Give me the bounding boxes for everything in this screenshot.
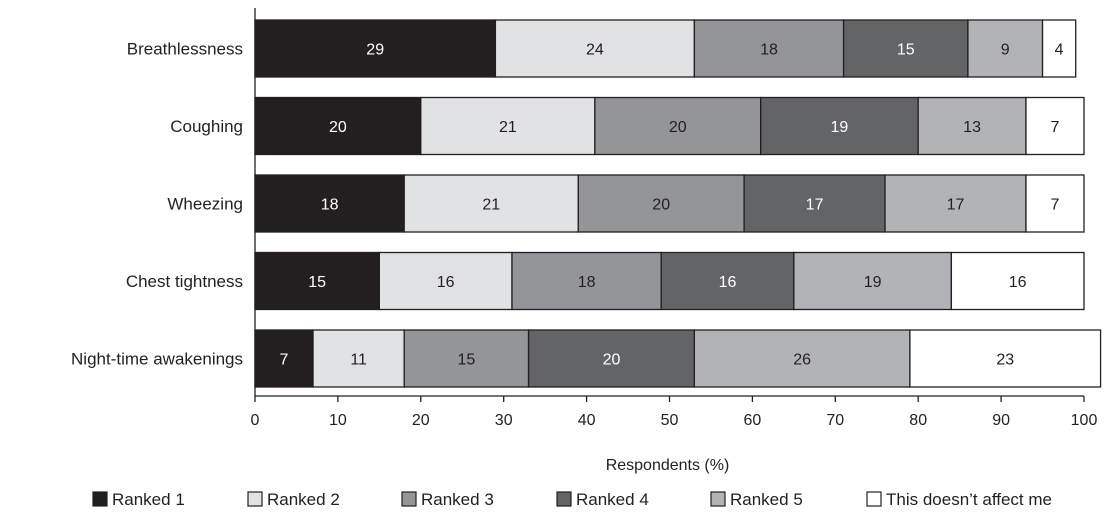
legend-swatch <box>866 491 882 507</box>
bar-segment <box>527 329 696 388</box>
data-label: 15 <box>457 352 475 369</box>
x-tick-label: 90 <box>992 412 1010 429</box>
bar-segment <box>254 19 497 78</box>
data-label: 13 <box>963 119 981 136</box>
category-label: Chest tightness <box>126 272 243 291</box>
legend-label: This doesn’t affect me <box>886 490 1052 509</box>
x-tick-label: 80 <box>909 412 927 429</box>
bar-segment <box>494 19 696 78</box>
bar-segment <box>967 19 1044 78</box>
bar-segment <box>254 329 314 388</box>
data-label: 21 <box>499 119 517 136</box>
data-label: 20 <box>652 197 670 214</box>
data-label: 24 <box>586 42 604 59</box>
bar-segment <box>793 251 953 311</box>
data-label: 15 <box>308 274 326 291</box>
bar-segment <box>594 96 762 156</box>
data-label: 4 <box>1055 42 1064 59</box>
legend-label: Ranked 4 <box>576 490 649 509</box>
bar-segment <box>254 251 380 311</box>
category-label: Breathlessness <box>127 40 243 59</box>
x-tick-label: 10 <box>329 412 347 429</box>
data-label: 9 <box>1001 42 1010 59</box>
data-label: 17 <box>947 197 965 214</box>
bar-segment <box>403 329 530 388</box>
data-label: 16 <box>719 274 737 291</box>
data-label: 7 <box>1051 197 1060 214</box>
bar-segment <box>760 96 919 156</box>
data-label: 7 <box>1051 119 1060 136</box>
data-label: 16 <box>1009 274 1027 291</box>
x-tick-label: 30 <box>495 412 513 429</box>
bar-segment <box>743 174 886 233</box>
legend: Ranked 1 Ranked 2 Ranked 3 Ranked 4 Ranked 5… <box>92 490 1052 509</box>
bar-segment <box>403 174 579 233</box>
x-axis-title: Respondents (%) <box>606 457 730 474</box>
data-label: 23 <box>996 352 1014 369</box>
legend-swatch <box>92 491 108 507</box>
bar-segment <box>511 251 662 311</box>
category-label: Wheezing <box>167 195 243 214</box>
bar-segment <box>693 19 845 78</box>
legend-swatch <box>247 491 263 507</box>
legend-label: Ranked 3 <box>421 490 494 509</box>
category-label: Coughing <box>170 117 243 136</box>
category-label: Night-time awakenings <box>71 350 243 369</box>
bar-segment <box>884 174 1027 233</box>
bars-group: 29 24 18 15 9 4 20 21 20 19 13 7 18 21 20 17 17 7 15 16 18 16… <box>254 19 1102 388</box>
bar-segment <box>254 174 405 233</box>
x-tick-label: 0 <box>251 412 260 429</box>
data-label: 16 <box>437 274 455 291</box>
bar-segment <box>420 96 596 156</box>
bar-segment <box>693 329 911 388</box>
data-label: 20 <box>329 119 347 136</box>
category-labels: Breathlessness Coughing Wheezing Chest tigh… <box>71 40 243 369</box>
data-label: 7 <box>280 352 289 369</box>
x-tick-label: 70 <box>826 412 844 429</box>
x-tick-label: 60 <box>744 412 762 429</box>
data-label: 20 <box>603 352 621 369</box>
legend-swatch <box>556 491 572 507</box>
data-label: 11 <box>350 352 367 369</box>
bar-segment <box>660 251 795 311</box>
legend-label: Ranked 1 <box>112 490 185 509</box>
x-axis: 0 10 20 30 40 50 60 70 80 90 100 <box>251 8 1098 429</box>
data-label: 19 <box>864 274 882 291</box>
data-label: 21 <box>482 197 500 214</box>
bar-segment <box>1025 174 1085 233</box>
data-label: 18 <box>578 274 596 291</box>
bar-segment <box>378 251 513 311</box>
data-label: 17 <box>806 197 824 214</box>
x-tick-label: 50 <box>661 412 679 429</box>
x-tick-label: 100 <box>1071 412 1098 429</box>
data-label: 15 <box>897 42 915 59</box>
bar-segment <box>950 251 1085 311</box>
legend-swatch <box>401 491 417 507</box>
data-label: 18 <box>760 42 778 59</box>
x-tick-label: 40 <box>578 412 596 429</box>
legend-swatch <box>710 491 726 507</box>
data-label: 29 <box>366 42 384 59</box>
legend-label: Ranked 5 <box>730 490 803 509</box>
legend-label: Ranked 2 <box>267 490 340 509</box>
data-label: 19 <box>831 119 849 136</box>
bar-segment <box>1025 96 1085 156</box>
data-label: 18 <box>321 197 339 214</box>
bar-segment <box>909 329 1102 388</box>
x-tick-label: 20 <box>412 412 430 429</box>
bar-segment <box>1041 19 1077 78</box>
data-label: 26 <box>793 352 811 369</box>
data-label: 20 <box>669 119 687 136</box>
bar-segment <box>254 96 422 156</box>
